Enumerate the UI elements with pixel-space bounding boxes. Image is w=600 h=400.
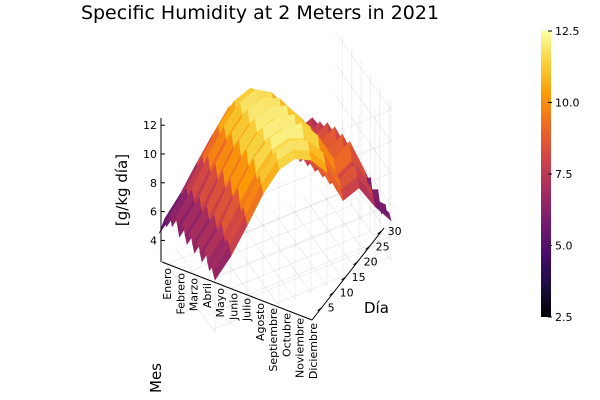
colorbar: 2.5 5.0 7.5 10.0 12.5 [541,25,580,324]
month-tick-label: Septiembre [267,308,280,372]
month-tick-label: Abril [201,283,214,308]
month-tick-label: Octubre [280,313,293,357]
colorbar-ticks: 2.5 5.0 7.5 10.0 12.5 [548,25,580,324]
month-axis-line [161,261,313,321]
day-tick-label: 15 [352,271,366,284]
day-tick-label: 30 [388,225,402,238]
z-tick-label: 8 [150,177,157,190]
colorbar-tick-label: 12.5 [555,25,580,38]
colorbar-tick-label: 5.0 [555,240,573,253]
day-tick-label: 5 [328,302,335,315]
colorbar-tick-label: 7.5 [555,168,573,181]
colorbar-gradient [541,31,551,317]
day-tick-label: 25 [376,240,390,253]
month-tick-label: Junio [227,293,240,321]
surface-cell [212,246,232,281]
surface-cell [292,149,312,161]
z-tick-label: 12 [143,119,157,132]
month-tick-label: Diciembre [307,323,320,379]
colorbar-tick-label: 10.0 [555,97,580,110]
month-tick-label: Enero [161,268,174,300]
z-axis-label: [g/kg día] [113,154,131,226]
x-axis-label: Día [364,299,389,317]
month-tick-label: Marzo [188,278,201,312]
month-tick-label: Julio [241,298,254,322]
axes-layer: 4 6 8 10 12 Enero Febrero Marzo Abril Mayo Junio Ju… [143,118,402,379]
month-tick-label: Agosto [254,303,267,341]
day-axis-line [311,227,385,321]
y-axis-label: Mes [147,363,165,393]
z-tick-label: 6 [150,206,157,219]
day-tick-label: 10 [340,286,354,299]
z-tick-label: 10 [143,148,157,161]
day-tick-label: 20 [364,256,378,269]
month-tick-label: Noviembre [294,318,307,378]
month-tick-label: Mayo [214,288,227,318]
surface-layer [158,87,392,281]
chart-title: Specific Humidity at 2 Meters in 2021 [81,2,439,24]
colorbar-tick-label: 2.5 [555,311,573,324]
z-tick-label: 4 [150,234,157,247]
month-tick-label: Febrero [174,273,187,315]
